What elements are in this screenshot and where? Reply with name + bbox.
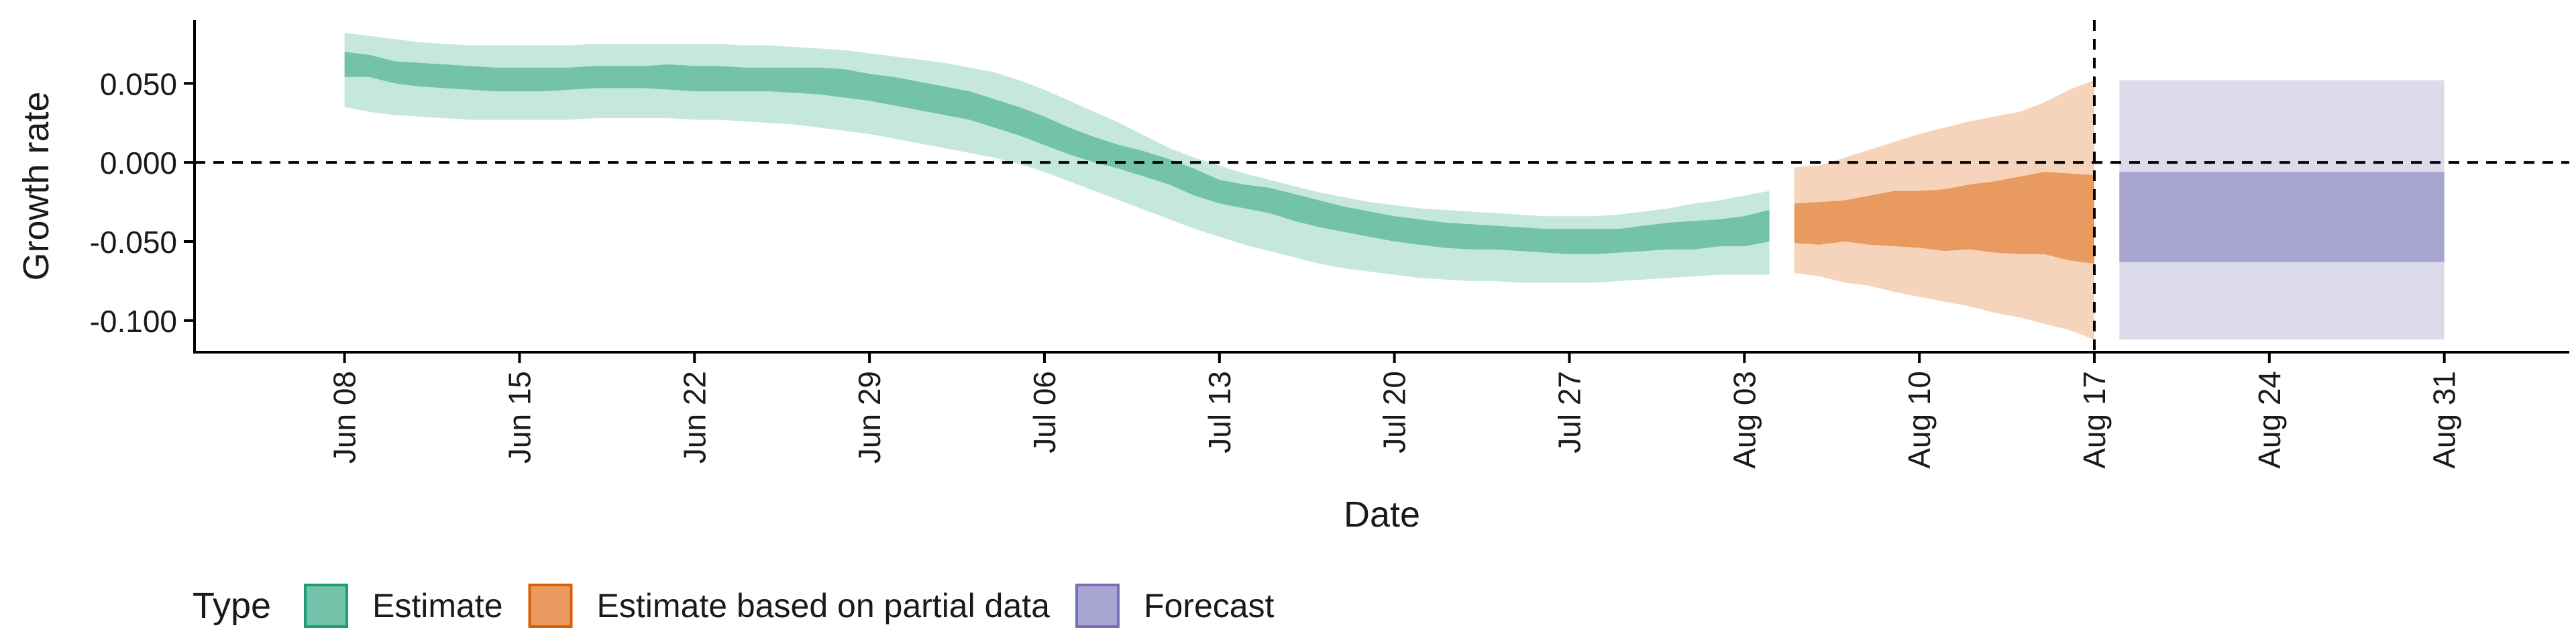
- legend-swatch-estimate-based-on-partial-data: [528, 584, 573, 628]
- x-tick-label: Jun 08: [327, 371, 362, 464]
- x-tick-label: Jul 13: [1202, 371, 1237, 453]
- plot-area: 0.050 0.000 -0.050 -0.100 Jun 08 Jun 15 Jun 2…: [90, 20, 2569, 469]
- x-tick-label: Aug 10: [1902, 371, 1937, 469]
- band-50-estimate: [344, 52, 1770, 254]
- legend-label-estimate: Estimate: [372, 587, 503, 625]
- x-tick-label: Jun 29: [852, 371, 887, 464]
- y-axis-ticks: 0.050 0.000 -0.050 -0.100: [90, 66, 195, 339]
- y-tick-label: 0.000: [100, 146, 177, 180]
- x-axis-title: Date: [1344, 494, 1420, 535]
- legend-swatch-forecast: [1075, 584, 1120, 628]
- x-tick-label: Jul 20: [1377, 371, 1412, 453]
- y-tick-label: -0.100: [90, 304, 177, 339]
- x-tick-label: Aug 03: [1727, 371, 1762, 469]
- legend-label-forecast: Forecast: [1144, 587, 1275, 625]
- y-axis-title: Growth rate: [16, 91, 56, 280]
- y-tick-label: -0.050: [90, 225, 177, 260]
- y-tick-label: 0.050: [100, 66, 177, 101]
- x-tick-label: Aug 31: [2427, 371, 2462, 469]
- x-tick-label: Jul 27: [1552, 371, 1587, 453]
- legend: Type Estimate Estimate based on partial d…: [193, 584, 1275, 628]
- x-tick-label: Jun 15: [502, 371, 537, 464]
- legend-items: Estimate Estimate based on partial data Fo…: [304, 584, 1275, 628]
- band-50-forecast: [2119, 172, 2445, 262]
- band-layer: [344, 32, 2445, 340]
- x-tick-label: Aug 17: [2077, 371, 2112, 469]
- legend-swatch-estimate: [304, 584, 348, 628]
- legend-label-estimate-based-on-partial-data: Estimate based on partial data: [597, 587, 1051, 625]
- band-50-estimate-based-on-partial-data: [1794, 172, 2094, 264]
- legend-title: Type: [193, 586, 271, 626]
- x-tick-label: Jul 06: [1027, 371, 1062, 453]
- x-axis-ticks: Jun 08 Jun 15 Jun 22 Jun 29 Jul 06 Jul 13 Jul …: [327, 352, 2462, 469]
- x-tick-label: Jun 22: [677, 371, 712, 464]
- x-tick-label: Aug 24: [2252, 371, 2287, 469]
